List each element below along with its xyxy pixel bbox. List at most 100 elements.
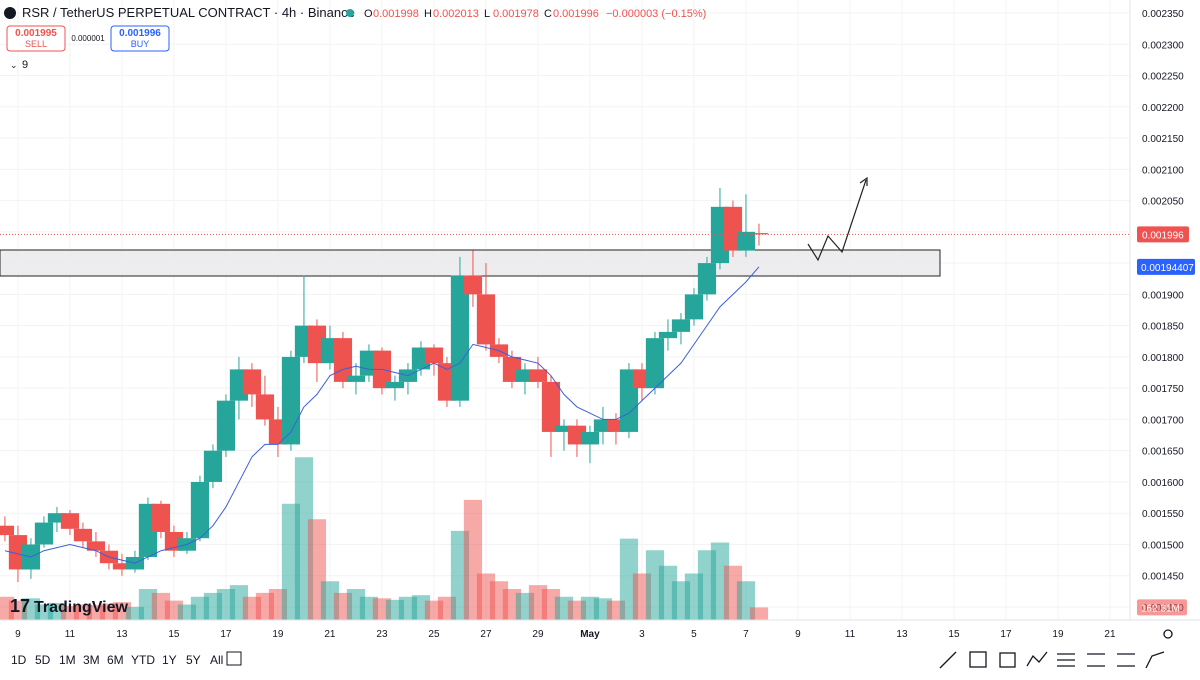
x-tick-label: 13 [116, 629, 128, 640]
range-button[interactable]: 6M [107, 653, 124, 667]
candle-body [580, 431, 600, 445]
candle-body [112, 563, 132, 570]
candle-body [554, 425, 574, 432]
x-tick-label: 9 [15, 629, 21, 640]
x-tick-label: 15 [948, 629, 960, 640]
status-dot [346, 9, 354, 17]
y-tick-label: 0.001700 [1142, 415, 1184, 426]
y-tick-label: 0.002350 [1142, 9, 1184, 20]
candle-body [151, 503, 171, 532]
price-tag [1137, 226, 1189, 243]
candle-body [697, 263, 717, 295]
ma-value-label: 0.00194407 [1141, 263, 1194, 274]
candle-body [541, 381, 561, 432]
candle-body [0, 525, 15, 536]
y-tick-label: 0.001450 [1142, 572, 1184, 583]
x-tick-label: 29 [532, 629, 544, 640]
y-tick-label: 0.001800 [1142, 353, 1184, 364]
calendar-icon[interactable] [226, 651, 242, 666]
y-tick-label: 0.002150 [1142, 134, 1184, 145]
volume-tag [1137, 599, 1187, 616]
ma-line [4, 266, 760, 564]
brand: TradingView [34, 599, 129, 616]
x-tick-label: 9 [795, 629, 801, 640]
candle-body [658, 331, 678, 339]
x-tick-label: 17 [1000, 629, 1012, 640]
sell-button[interactable] [6, 25, 66, 52]
y-tick-label: 0.001600 [1142, 478, 1184, 489]
range-button[interactable]: All [210, 653, 223, 667]
range-button[interactable]: YTD [131, 653, 155, 667]
rect-tool[interactable] [999, 652, 1016, 668]
y-tick-label: 0.002050 [1142, 197, 1184, 208]
range-button[interactable]: 1M [59, 653, 76, 667]
range-button[interactable]: 3M [83, 653, 100, 667]
projection-arrow [807, 179, 867, 262]
range-button[interactable]: 5Y [186, 653, 201, 667]
candle-body [346, 375, 366, 382]
x-tick-label: 11 [845, 629, 856, 640]
trendline-tool[interactable] [939, 651, 957, 669]
zone [0, 249, 941, 277]
y-tick-label: 0.002250 [1142, 72, 1184, 83]
candle-body [385, 381, 405, 389]
collapse-icon[interactable]: ⌄ [10, 60, 18, 70]
range-toolbar: 1D 5D 1M 3M 6M YTD 1Y 5Y All [11, 653, 223, 667]
x-tick-label: 19 [272, 629, 284, 640]
candle-body [476, 294, 496, 345]
ohlc-value: 0.001978 [493, 8, 539, 20]
ohlc-value: 0.001996 [553, 8, 599, 20]
x-tick-label: 27 [480, 629, 492, 640]
last-price-label: 0.001996 [1142, 230, 1184, 241]
buy-button[interactable] [110, 25, 170, 52]
volume-bar [749, 607, 769, 620]
settings-icon[interactable] [1163, 629, 1173, 639]
ohlc-key: H [424, 8, 432, 20]
x-tick-label: 21 [1104, 629, 1116, 640]
x-tick-label: May [580, 629, 600, 640]
ohlc-value: 0.001998 [373, 8, 419, 20]
y-tick-label: 0.002200 [1142, 103, 1184, 114]
y-tick-label: 0.002100 [1142, 165, 1184, 176]
y-tick-label: 0.001550 [1142, 509, 1184, 520]
range-button[interactable]: 5D [35, 653, 51, 667]
range-button[interactable]: 1D [11, 653, 27, 667]
symbol-icon [4, 7, 16, 19]
candle-body [34, 522, 54, 545]
y-tick-label: 0.001750 [1142, 384, 1184, 395]
candle-body [73, 528, 93, 542]
candle-body [671, 319, 691, 332]
ohlc-key: O [364, 8, 373, 20]
x-tick-label: 7 [743, 629, 749, 640]
range-button[interactable]: 1Y [162, 653, 177, 667]
indicator-label: 9 [22, 59, 28, 71]
x-tick-label: 11 [65, 629, 76, 640]
x-tick-label: 5 [691, 629, 697, 640]
buy-price: 0.001996 [119, 28, 161, 39]
ohlc-key: L [484, 8, 490, 20]
ohlc-value: 0.002013 [433, 8, 479, 20]
candle-body [190, 481, 210, 539]
candle-body [216, 400, 236, 451]
candle-body [242, 369, 262, 395]
ohlc-key: C [544, 8, 552, 20]
x-tick-label: 25 [428, 629, 440, 640]
marks [0, 188, 769, 620]
candle-body [528, 369, 548, 382]
fib-tool[interactable] [969, 651, 987, 668]
candle-body [203, 450, 223, 482]
candle-body [749, 233, 769, 235]
y-tick-label: 0.001650 [1142, 447, 1184, 458]
logo-mark: 17 [10, 596, 30, 616]
candle-body [47, 513, 67, 523]
chart-title: RSR / TetherUS PERPETUAL CONTRACT · 4h ·… [22, 5, 355, 20]
path-tool[interactable] [1026, 651, 1048, 667]
brush-tool[interactable] [1145, 651, 1165, 669]
y-tick-label: 0.001850 [1142, 322, 1184, 333]
sell-label: SELL [25, 39, 47, 49]
ohlc-legend: O 0.001998 H 0.002013 L 0.001978 C 0.001996 −0.0… [364, 8, 706, 20]
candle-body [463, 275, 483, 295]
spread: 0.000001 [71, 34, 105, 43]
